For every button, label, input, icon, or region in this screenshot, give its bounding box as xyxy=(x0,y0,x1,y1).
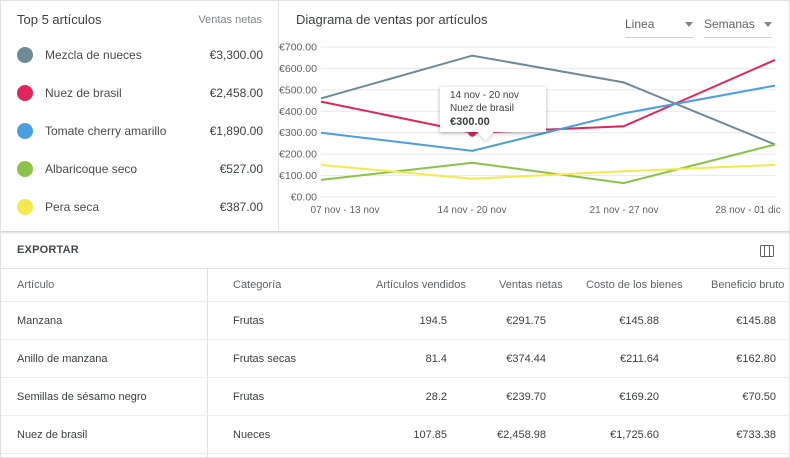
svg-text:28 nov - 01 dic: 28 nov - 01 dic xyxy=(715,205,781,216)
svg-text:€700.00: €700.00 xyxy=(279,42,317,54)
svg-text:€0.00: €0.00 xyxy=(291,192,317,204)
svg-text:€100.00: €100.00 xyxy=(279,170,317,182)
svg-text:€400.00: €400.00 xyxy=(279,106,317,118)
svg-text:07 nov - 13 nov: 07 nov - 13 nov xyxy=(311,205,380,216)
svg-text:€500.00: €500.00 xyxy=(279,84,317,96)
svg-text:14 nov - 20 nov: 14 nov - 20 nov xyxy=(438,205,507,216)
svg-text:21 nov - 27 nov: 21 nov - 27 nov xyxy=(590,205,659,216)
svg-text:€200.00: €200.00 xyxy=(279,149,317,161)
svg-text:€300.00: €300.00 xyxy=(279,127,317,139)
svg-text:€600.00: €600.00 xyxy=(279,63,317,75)
